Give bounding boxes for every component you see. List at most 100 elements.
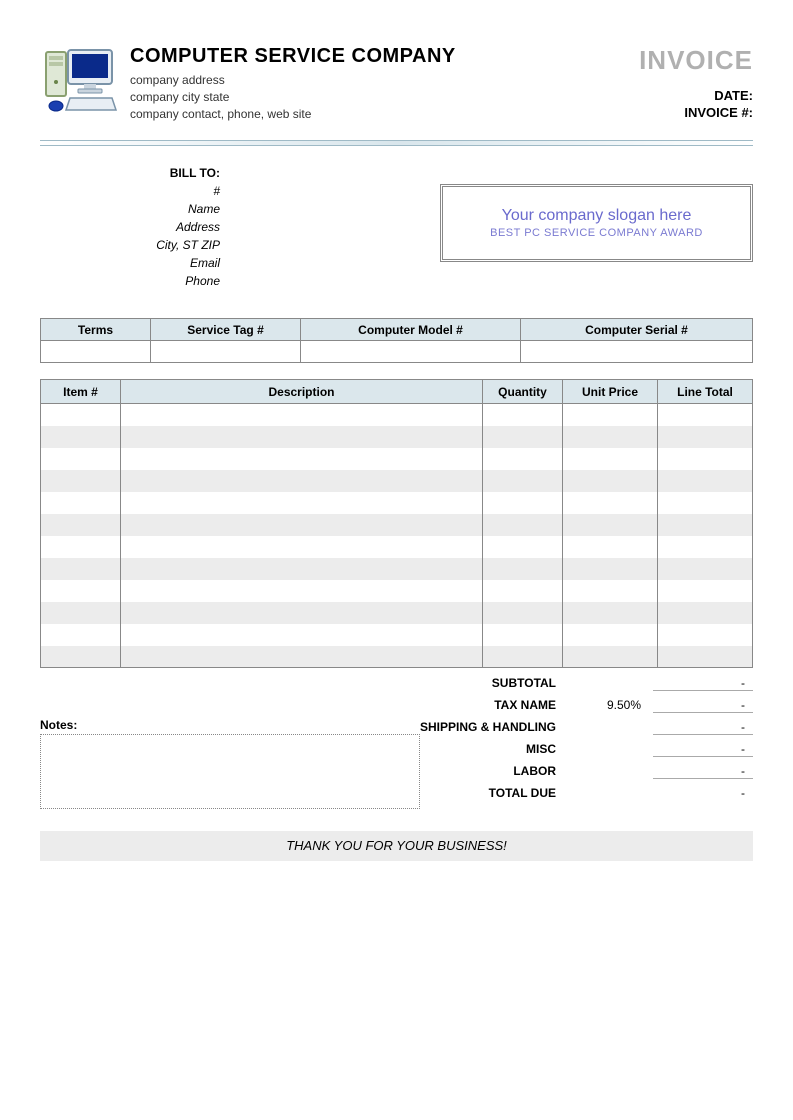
subtotal-value: - (653, 676, 753, 691)
items-table: Item # Description Quantity Unit Price L… (40, 379, 753, 668)
items-cell[interactable] (121, 624, 483, 646)
items-cell[interactable] (658, 558, 753, 580)
subtotal-row: SUBTOTAL - (420, 672, 753, 694)
computer-logo-icon (40, 40, 120, 120)
items-cell[interactable] (41, 646, 121, 668)
items-row (41, 580, 753, 602)
items-cell[interactable] (658, 536, 753, 558)
items-cell[interactable] (483, 492, 563, 514)
items-cell[interactable] (563, 470, 658, 492)
company-address: company address (130, 72, 639, 89)
items-cell[interactable] (563, 514, 658, 536)
items-cell[interactable] (41, 448, 121, 470)
items-cell[interactable] (658, 646, 753, 668)
subtotal-label: SUBTOTAL (420, 676, 568, 690)
header: COMPUTER SERVICE COMPANY company address… (40, 40, 753, 122)
terms-col-terms: Terms (41, 319, 151, 341)
terms-data-row (41, 341, 753, 363)
items-cell[interactable] (658, 448, 753, 470)
items-cell[interactable] (41, 624, 121, 646)
notes-box[interactable] (40, 734, 420, 809)
items-row (41, 624, 753, 646)
items-cell[interactable] (41, 470, 121, 492)
tax-value: - (653, 698, 753, 713)
misc-value: - (653, 742, 753, 757)
items-cell[interactable] (483, 558, 563, 580)
items-cell[interactable] (41, 514, 121, 536)
items-cell[interactable] (563, 602, 658, 624)
items-cell[interactable] (483, 580, 563, 602)
items-cell[interactable] (563, 492, 658, 514)
billto-block: BILL TO: # Name Address City, ST ZIP Ema… (40, 164, 220, 290)
items-cell[interactable] (41, 492, 121, 514)
items-cell[interactable] (658, 624, 753, 646)
items-cell[interactable] (121, 470, 483, 492)
items-row (41, 448, 753, 470)
company-block: COMPUTER SERVICE COMPANY company address… (120, 40, 639, 122)
labor-row: LABOR - (420, 760, 753, 782)
items-cell[interactable] (121, 426, 483, 448)
slogan-box: Your company slogan here BEST PC SERVICE… (440, 184, 753, 262)
items-cell[interactable] (563, 580, 658, 602)
items-cell[interactable] (658, 514, 753, 536)
items-cell[interactable] (121, 536, 483, 558)
items-cell[interactable] (658, 404, 753, 426)
items-cell[interactable] (483, 646, 563, 668)
items-cell[interactable] (483, 448, 563, 470)
labor-label: LABOR (420, 764, 568, 778)
items-cell[interactable] (483, 404, 563, 426)
total-due-value: - (653, 786, 753, 800)
items-cell[interactable] (658, 602, 753, 624)
items-cell[interactable] (483, 602, 563, 624)
items-cell[interactable] (563, 536, 658, 558)
items-cell[interactable] (41, 404, 121, 426)
shipping-value: - (653, 720, 753, 735)
items-cell[interactable] (41, 580, 121, 602)
items-cell[interactable] (563, 558, 658, 580)
items-col-price: Unit Price (563, 380, 658, 404)
items-cell[interactable] (121, 448, 483, 470)
items-cell[interactable] (563, 646, 658, 668)
invoice-title: INVOICE (639, 45, 753, 76)
terms-cell[interactable] (151, 341, 301, 363)
items-cell[interactable] (483, 624, 563, 646)
items-cell[interactable] (658, 492, 753, 514)
items-cell[interactable] (483, 426, 563, 448)
company-city: company city state (130, 89, 639, 106)
items-cell[interactable] (658, 426, 753, 448)
items-cell[interactable] (483, 470, 563, 492)
items-cell[interactable] (563, 404, 658, 426)
terms-cell[interactable] (301, 341, 521, 363)
items-row (41, 492, 753, 514)
items-cell[interactable] (658, 580, 753, 602)
terms-cell[interactable] (41, 341, 151, 363)
billto-number: # (40, 182, 220, 200)
items-cell[interactable] (483, 536, 563, 558)
items-cell[interactable] (121, 580, 483, 602)
notes-label: Notes: (40, 718, 420, 732)
items-cell[interactable] (483, 514, 563, 536)
items-row (41, 514, 753, 536)
items-cell[interactable] (121, 514, 483, 536)
items-cell[interactable] (41, 426, 121, 448)
terms-col-serial: Computer Serial # (521, 319, 753, 341)
items-cell[interactable] (121, 404, 483, 426)
terms-cell[interactable] (521, 341, 753, 363)
items-cell[interactable] (121, 646, 483, 668)
items-cell[interactable] (121, 558, 483, 580)
items-cell[interactable] (658, 470, 753, 492)
items-cell[interactable] (563, 426, 658, 448)
items-row (41, 602, 753, 624)
notes-area: Notes: (40, 672, 420, 809)
items-row (41, 558, 753, 580)
items-cell[interactable] (563, 448, 658, 470)
items-cell[interactable] (121, 602, 483, 624)
items-cell[interactable] (563, 624, 658, 646)
items-cell[interactable] (121, 492, 483, 514)
items-cell[interactable] (41, 602, 121, 624)
items-cell[interactable] (41, 558, 121, 580)
billto-row: BILL TO: # Name Address City, ST ZIP Ema… (40, 164, 753, 290)
items-cell[interactable] (41, 536, 121, 558)
total-due-row: TOTAL DUE - (420, 782, 753, 804)
items-col-desc: Description (121, 380, 483, 404)
